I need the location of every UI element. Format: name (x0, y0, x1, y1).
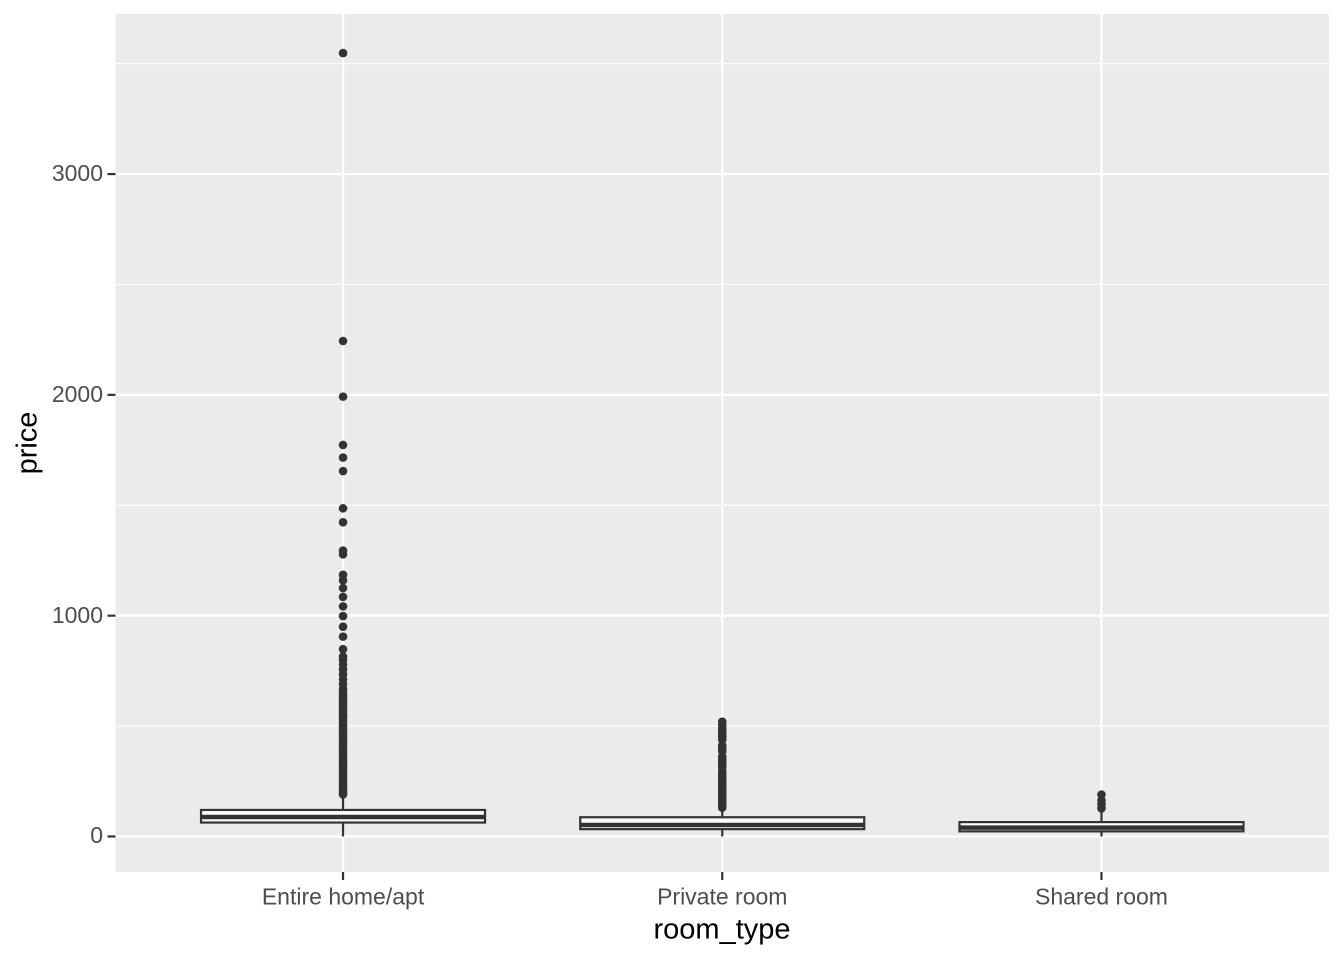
outlier-point (338, 644, 348, 654)
outlier-point (338, 466, 348, 476)
y-axis-title: price (11, 411, 44, 475)
outlier-point (1097, 790, 1106, 799)
x-tick-label: Entire home/apt (261, 883, 425, 910)
outlier-point (338, 622, 348, 631)
outlier-point (338, 440, 348, 450)
outlier-point (338, 592, 348, 602)
outlier-point (338, 632, 348, 641)
y-tick-label: 0 (90, 822, 103, 849)
outlier-point (338, 549, 348, 559)
y-tick-label: 2000 (51, 380, 103, 407)
y-tick-label: 3000 (51, 160, 103, 187)
outlier-point (338, 583, 348, 593)
y-tick-label: 1000 (51, 601, 103, 628)
outlier-point (338, 504, 348, 513)
outlier-point (338, 611, 348, 621)
outlier-point (338, 336, 348, 346)
outlier-point (338, 576, 348, 585)
outlier-point (717, 803, 727, 813)
x-axis-title: room_type (653, 913, 791, 946)
outlier-point (1097, 804, 1106, 813)
x-tick-label: Shared room (1034, 883, 1168, 910)
outlier-point (338, 453, 348, 462)
outlier-point (338, 392, 348, 401)
outlier-point (338, 790, 348, 799)
outlier-point (338, 517, 348, 527)
outlier-point (338, 48, 348, 58)
x-tick-label: Private room (657, 883, 788, 910)
outlier-point (338, 602, 348, 611)
